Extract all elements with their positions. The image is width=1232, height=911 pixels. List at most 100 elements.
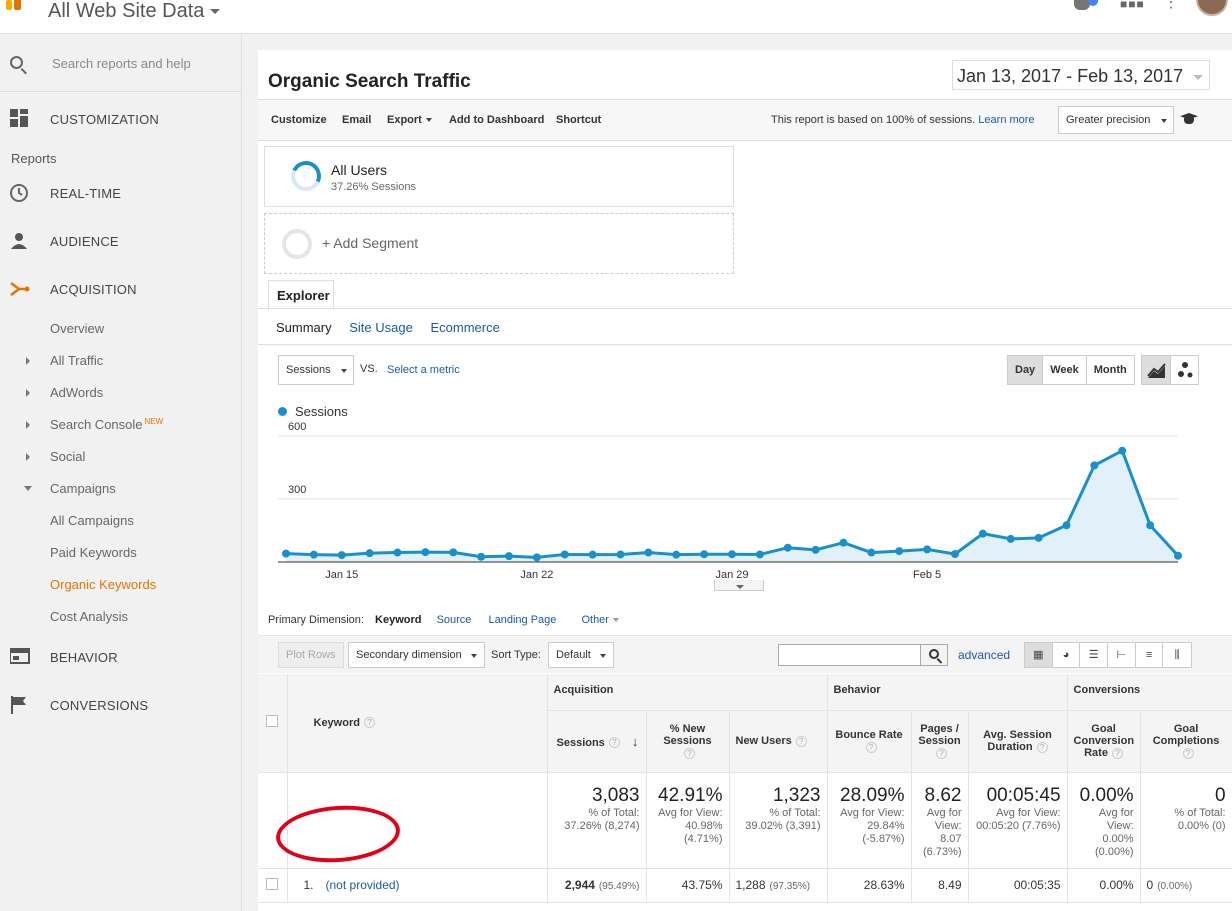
chart-resize-handle[interactable] — [714, 580, 764, 591]
more-menu-icon[interactable]: ⋮ — [1163, 0, 1179, 11]
help-icon[interactable]: ? — [608, 737, 620, 749]
table-search-button[interactable] — [920, 644, 948, 666]
month-button[interactable]: Month — [1093, 364, 1127, 376]
motion-chart-icon[interactable] — [1171, 356, 1200, 384]
dim-landing-page[interactable]: Landing Page — [488, 614, 557, 626]
dim-source[interactable]: Source — [436, 614, 472, 626]
sidebar-search[interactable]: Search reports and help — [0, 35, 242, 92]
sidebar-item-label: CUSTOMIZATION — [50, 112, 160, 127]
export-button[interactable]: Export — [387, 114, 432, 126]
select-all-checkbox[interactable] — [266, 715, 279, 728]
sidebar-item-cost-analysis[interactable]: Cost Analysis — [50, 609, 129, 624]
row-select-cell — [258, 868, 288, 903]
sidebar-item-organic-keywords[interactable]: Organic Keywords — [50, 577, 157, 592]
sidebar-item-audience[interactable]: AUDIENCE — [0, 231, 242, 251]
column-header-bounce-rate[interactable]: Bounce Rate? — [827, 710, 912, 773]
select-metric-link[interactable]: Select a metric — [387, 364, 460, 376]
sort-desc-icon[interactable]: ↓ — [631, 733, 639, 749]
avatar[interactable] — [1196, 0, 1228, 16]
column-header-new-users[interactable]: New Users? — [729, 710, 828, 773]
sidebar-item-paid-keywords[interactable]: Paid Keywords — [50, 545, 137, 560]
table-view-icon[interactable]: ▦ — [1025, 643, 1053, 667]
column-header-goal-completions[interactable]: Goal Completions? — [1140, 710, 1232, 773]
performance-view-icon[interactable]: ☰ — [1080, 643, 1109, 667]
expand-arrow-icon[interactable] — [26, 421, 30, 429]
property-selector[interactable]: All Web Site Data — [48, 0, 221, 23]
help-icon[interactable]: ? — [1182, 747, 1194, 759]
subtab-site-usage[interactable]: Site Usage — [349, 320, 413, 335]
advanced-filter-link[interactable]: advanced — [958, 648, 1011, 662]
sidebar-item-behavior[interactable]: BEHAVIOR — [0, 647, 242, 667]
segment-all-users[interactable]: All Users 37.26% Sessions — [264, 146, 734, 207]
subtab-summary[interactable]: Summary — [276, 320, 332, 335]
learn-more-link[interactable]: Learn more — [978, 114, 1035, 126]
sidebar-item-social[interactable]: Social — [50, 449, 86, 464]
graduation-cap-icon[interactable] — [1180, 113, 1198, 120]
help-icon[interactable]: ? — [1036, 741, 1048, 753]
customize-button[interactable]: Customize — [271, 114, 327, 126]
column-header-sessions[interactable]: Sessions? ↓ — [547, 710, 647, 773]
column-header-pages-session[interactable]: Pages / Session? — [911, 710, 969, 773]
tab-explorer[interactable]: Explorer — [268, 280, 334, 310]
sidebar-item-customization[interactable]: CUSTOMIZATION — [0, 109, 242, 129]
column-header-conversion-rate[interactable]: Goal Conversion Rate? — [1067, 710, 1141, 773]
collapse-arrow-icon[interactable] — [24, 486, 32, 491]
add-to-dashboard-button[interactable]: Add to Dashboard — [449, 114, 545, 126]
secondary-dimension-select[interactable]: Secondary dimension — [348, 642, 485, 668]
add-segment-button[interactable]: + Add Segment — [264, 213, 734, 274]
sidebar-item-all-campaigns[interactable]: All Campaigns — [50, 513, 134, 528]
dim-keyword[interactable]: Keyword — [375, 614, 422, 626]
term-cloud-view-icon[interactable]: ≡ — [1136, 643, 1164, 667]
sidebar-item-search-console[interactable]: Search Console NEW — [50, 417, 163, 432]
help-icon[interactable]: ? — [795, 735, 807, 747]
expand-arrow-icon[interactable] — [26, 357, 30, 365]
search-input[interactable]: Search reports and help — [52, 56, 191, 71]
sort-type-select[interactable]: Default — [548, 642, 614, 668]
line-chart-icon[interactable] — [1142, 356, 1171, 384]
help-icon[interactable]: ? — [363, 717, 375, 729]
precision-select[interactable]: Greater precision — [1058, 106, 1174, 134]
apps-grid-icon[interactable]: ■■■ — [1120, 0, 1145, 11]
notifications-bell-icon[interactable] — [1074, 0, 1090, 10]
behavior-window-icon — [10, 648, 30, 664]
keyword-link[interactable]: (not provided) — [325, 878, 400, 892]
table-row[interactable]: 1. (not provided) 2,944 (95.49%) 43.75% 1,… — [258, 868, 1232, 903]
email-button[interactable]: Email — [342, 114, 372, 126]
metric-select[interactable]: Sessions — [278, 355, 354, 385]
sidebar: Search reports and help CUSTOMIZATION Re… — [0, 35, 242, 911]
subtab-ecommerce[interactable]: Ecommerce — [430, 320, 500, 335]
row-checkbox[interactable] — [266, 877, 279, 890]
column-header-new-sessions[interactable]: % New Sessions? — [646, 710, 730, 773]
data-point — [616, 550, 625, 559]
pie-view-icon[interactable]: ◕ — [1053, 643, 1081, 667]
week-button[interactable]: Week — [1043, 356, 1087, 384]
sidebar-item-campaigns[interactable]: Campaigns — [50, 481, 116, 496]
plot-rows-button[interactable]: Plot Rows — [278, 642, 344, 668]
help-icon[interactable]: ? — [865, 741, 877, 753]
shortcut-button[interactable]: Shortcut — [556, 114, 602, 126]
expand-arrow-icon[interactable] — [26, 453, 30, 461]
acquisition-icon — [10, 282, 30, 296]
analytics-logo-icon[interactable] — [6, 0, 28, 10]
help-icon[interactable]: ? — [936, 747, 947, 759]
date-range-picker[interactable]: Jan 13, 2017 - Feb 13, 2017 — [952, 60, 1210, 90]
sidebar-item-all-traffic[interactable]: All Traffic — [50, 353, 104, 368]
data-point — [811, 545, 820, 554]
search-icon — [929, 649, 939, 659]
dim-other[interactable]: Other — [573, 614, 619, 626]
expand-arrow-icon[interactable] — [26, 389, 30, 397]
sidebar-item-conversions[interactable]: CONVERSIONS — [0, 695, 242, 715]
pivot-view-icon[interactable]: ⫼ — [1174, 649, 1180, 661]
comparison-view-icon[interactable]: ⊢ — [1108, 643, 1136, 667]
column-header-avg-duration[interactable]: Avg. Session Duration? — [968, 710, 1068, 773]
sidebar-item-realtime[interactable]: REAL-TIME — [0, 183, 242, 203]
sidebar-item-overview[interactable]: Overview — [50, 321, 105, 336]
column-header-keyword[interactable]: Keyword? — [287, 674, 548, 773]
sidebar-item-adwords[interactable]: AdWords — [50, 385, 104, 400]
day-button[interactable]: Day — [1008, 356, 1044, 384]
help-icon[interactable]: ? — [1111, 747, 1123, 759]
table-search-input[interactable] — [778, 644, 921, 666]
sidebar-item-acquisition[interactable]: ACQUISITION — [0, 279, 242, 299]
sessions-chart: 600 300 Jan 15 Jan 22 Jan 29 Feb 5 — [278, 421, 1182, 581]
help-icon[interactable]: ? — [684, 747, 695, 759]
